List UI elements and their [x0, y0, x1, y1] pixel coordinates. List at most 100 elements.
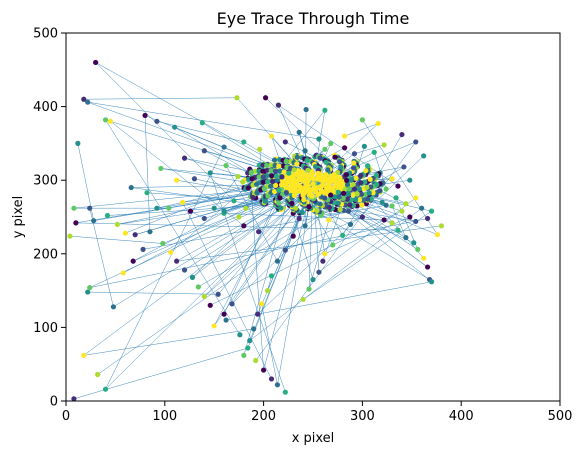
trace-point	[379, 199, 385, 205]
trace-point	[393, 195, 399, 201]
trace-line	[146, 192, 276, 203]
cluster-point	[350, 192, 356, 198]
trace-point	[438, 223, 445, 229]
cluster-point	[291, 172, 297, 178]
trace-point	[166, 205, 172, 211]
cluster-point	[336, 194, 342, 200]
y-tick-label: 0	[50, 395, 58, 410]
trace-point	[154, 118, 160, 124]
cluster-point	[322, 195, 328, 201]
cluster-point	[300, 178, 306, 184]
cluster-point	[283, 189, 289, 196]
trace-point	[87, 205, 93, 211]
x-tick-label: 400	[449, 409, 474, 424]
trace-point	[296, 215, 302, 222]
cluster-point	[366, 190, 372, 196]
trace-line	[210, 210, 403, 306]
trace-point	[201, 148, 207, 154]
cluster-point	[338, 164, 344, 170]
cluster-point	[309, 172, 315, 179]
cluster-point	[306, 204, 312, 210]
cluster-point	[287, 178, 293, 184]
cluster-point	[325, 167, 331, 173]
x-tick-label: 500	[548, 409, 573, 424]
trace-point	[179, 199, 186, 205]
trace-point	[221, 144, 227, 150]
cluster-point	[349, 176, 355, 182]
cluster-point	[315, 170, 321, 176]
trace-point	[223, 162, 229, 169]
cluster-point	[337, 206, 343, 213]
cluster-point	[268, 183, 274, 189]
cluster-point	[260, 168, 266, 174]
trace-point	[403, 235, 409, 241]
trace-point	[158, 165, 164, 172]
cluster-point	[273, 173, 280, 179]
cluster-point	[265, 193, 271, 199]
y-tick-label: 500	[33, 27, 58, 42]
trace-point	[221, 311, 227, 317]
cluster-point	[277, 195, 283, 201]
trace-point	[81, 352, 87, 358]
trace-point	[359, 214, 365, 220]
trace-point	[401, 164, 407, 170]
trace-point	[144, 190, 150, 196]
cluster-point	[363, 168, 369, 174]
trace-point	[359, 117, 365, 123]
y-tick-label: 300	[33, 174, 58, 189]
trace-line	[225, 165, 278, 262]
trace-line	[89, 208, 114, 307]
trace-point	[85, 289, 91, 295]
x-tick-label: 0	[62, 409, 70, 424]
trace-point	[253, 357, 259, 364]
trace-line	[156, 121, 244, 143]
trace-point	[95, 371, 101, 378]
trace-point	[268, 376, 275, 382]
trace-line	[354, 144, 385, 154]
cluster-point	[345, 191, 352, 197]
trace-point	[383, 202, 389, 208]
cluster-point	[294, 154, 300, 160]
axis-ticks-layer: 0 100 200 300 400 500 0 100 200 300 400 500	[33, 27, 572, 425]
trace-point	[256, 229, 262, 235]
cluster-point	[317, 201, 323, 207]
trace-point	[130, 258, 136, 264]
trace-point	[241, 139, 247, 145]
trace-point	[147, 229, 153, 235]
cluster-point	[335, 189, 341, 195]
cluster-point	[293, 205, 299, 211]
trace-point	[110, 304, 117, 310]
trace-point	[296, 129, 302, 135]
cluster-point	[358, 180, 364, 186]
trace-line	[182, 202, 272, 380]
trace-point	[243, 205, 249, 211]
cluster-point	[256, 162, 262, 168]
cluster-point	[332, 154, 338, 160]
cluster-point	[347, 202, 353, 208]
trace-line	[261, 303, 278, 385]
cluster-point	[340, 195, 346, 201]
trace-point	[140, 246, 146, 252]
trace-point	[310, 276, 316, 283]
trace-line	[89, 218, 428, 288]
trace-point	[381, 142, 387, 148]
trace-line	[69, 235, 163, 244]
trace-point	[399, 131, 405, 138]
cluster-point	[326, 204, 332, 210]
trace-line	[143, 204, 387, 250]
cluster-point	[276, 187, 282, 193]
cluster-point	[248, 170, 254, 176]
trace-point	[395, 183, 401, 189]
trace-point	[93, 59, 99, 66]
trace-point	[320, 258, 326, 264]
trace-point	[81, 96, 87, 102]
trace-points-layer	[67, 59, 445, 401]
cluster-point	[260, 162, 266, 168]
trace-point	[290, 233, 296, 239]
cluster-point	[343, 171, 349, 178]
cluster-point	[323, 190, 329, 196]
trace-point	[114, 221, 120, 227]
cluster-point	[312, 163, 319, 170]
trace-line	[87, 291, 219, 295]
